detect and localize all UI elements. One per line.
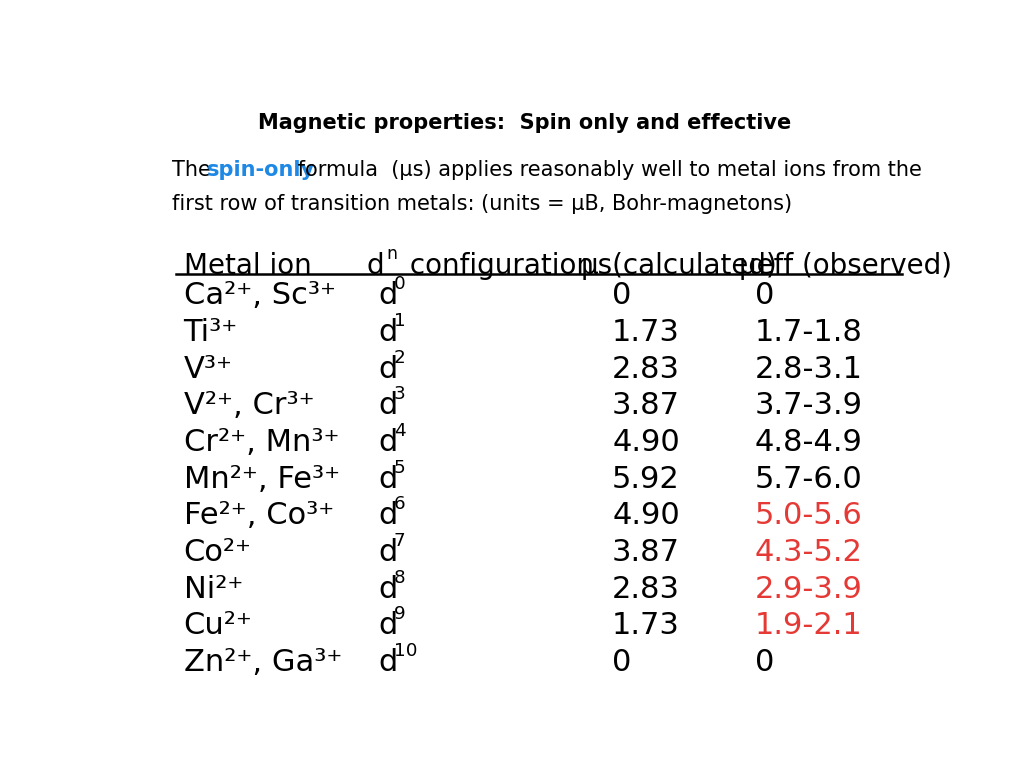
Text: Ca²⁺, Sc³⁺: Ca²⁺, Sc³⁺ (183, 281, 336, 310)
Text: d: d (367, 252, 384, 280)
Text: 5.7-6.0: 5.7-6.0 (755, 465, 862, 494)
Text: Ni²⁺: Ni²⁺ (183, 574, 243, 604)
Text: Metal ion: Metal ion (183, 252, 311, 280)
Text: 9: 9 (394, 605, 406, 624)
Text: Ti³⁺: Ti³⁺ (183, 318, 238, 347)
Text: 5: 5 (394, 458, 406, 477)
Text: 5.0-5.6: 5.0-5.6 (755, 502, 862, 531)
Text: 4.3-5.2: 4.3-5.2 (755, 538, 863, 567)
Text: 0: 0 (612, 281, 632, 310)
Text: V²⁺, Cr³⁺: V²⁺, Cr³⁺ (183, 392, 314, 420)
Text: Co²⁺: Co²⁺ (183, 538, 252, 567)
Text: Magnetic properties:  Spin only and effective: Magnetic properties: Spin only and effec… (258, 113, 792, 133)
Text: d: d (378, 611, 397, 641)
Text: Cu²⁺: Cu²⁺ (183, 611, 253, 641)
Text: μeff (observed): μeff (observed) (739, 252, 952, 280)
Text: 1.9-2.1: 1.9-2.1 (755, 611, 862, 641)
Text: 4: 4 (394, 422, 406, 440)
Text: 1.7-1.8: 1.7-1.8 (755, 318, 863, 347)
Text: spin-only: spin-only (207, 161, 315, 180)
Text: 4.8-4.9: 4.8-4.9 (755, 428, 863, 457)
Text: d: d (378, 648, 397, 677)
Text: μs(calculated): μs(calculated) (581, 252, 777, 280)
Text: 2.8-3.1: 2.8-3.1 (755, 355, 863, 384)
Text: 2.83: 2.83 (612, 574, 680, 604)
Text: 2: 2 (394, 349, 406, 367)
Text: configuration: configuration (401, 252, 594, 280)
Text: Cr²⁺, Mn³⁺: Cr²⁺, Mn³⁺ (183, 428, 339, 457)
Text: 8: 8 (394, 569, 406, 587)
Text: 4.90: 4.90 (612, 502, 680, 531)
Text: d: d (378, 502, 397, 531)
Text: d: d (378, 428, 397, 457)
Text: n: n (387, 245, 397, 263)
Text: d: d (378, 281, 397, 310)
Text: d: d (378, 574, 397, 604)
Text: 0: 0 (612, 648, 632, 677)
Text: 1.73: 1.73 (612, 611, 680, 641)
Text: d: d (378, 465, 397, 494)
Text: 1: 1 (394, 312, 406, 330)
Text: 6: 6 (394, 495, 406, 514)
Text: 3.7-3.9: 3.7-3.9 (755, 392, 863, 420)
Text: Zn²⁺, Ga³⁺: Zn²⁺, Ga³⁺ (183, 648, 342, 677)
Text: 0: 0 (755, 281, 774, 310)
Text: V³⁺: V³⁺ (183, 355, 232, 384)
Text: formula  (μs) applies reasonably well to metal ions from the: formula (μs) applies reasonably well to … (291, 161, 922, 180)
Text: 5.92: 5.92 (612, 465, 680, 494)
Text: 0: 0 (755, 648, 774, 677)
Text: 7: 7 (394, 532, 406, 550)
Text: 0: 0 (394, 276, 406, 293)
Text: Fe²⁺, Co³⁺: Fe²⁺, Co³⁺ (183, 502, 334, 531)
Text: d: d (378, 355, 397, 384)
Text: 2.9-3.9: 2.9-3.9 (755, 574, 863, 604)
Text: 3.87: 3.87 (612, 392, 680, 420)
Text: d: d (378, 318, 397, 347)
Text: 1.73: 1.73 (612, 318, 680, 347)
Text: d: d (378, 538, 397, 567)
Text: 3.87: 3.87 (612, 538, 680, 567)
Text: first row of transition metals: (units = μB, Bohr-magnetons): first row of transition metals: (units =… (172, 194, 792, 214)
Text: 4.90: 4.90 (612, 428, 680, 457)
Text: d: d (378, 392, 397, 420)
Text: 3: 3 (394, 386, 406, 403)
Text: 10: 10 (394, 642, 418, 660)
Text: 2.83: 2.83 (612, 355, 680, 384)
Text: The: The (172, 161, 217, 180)
Text: Mn²⁺, Fe³⁺: Mn²⁺, Fe³⁺ (183, 465, 340, 494)
